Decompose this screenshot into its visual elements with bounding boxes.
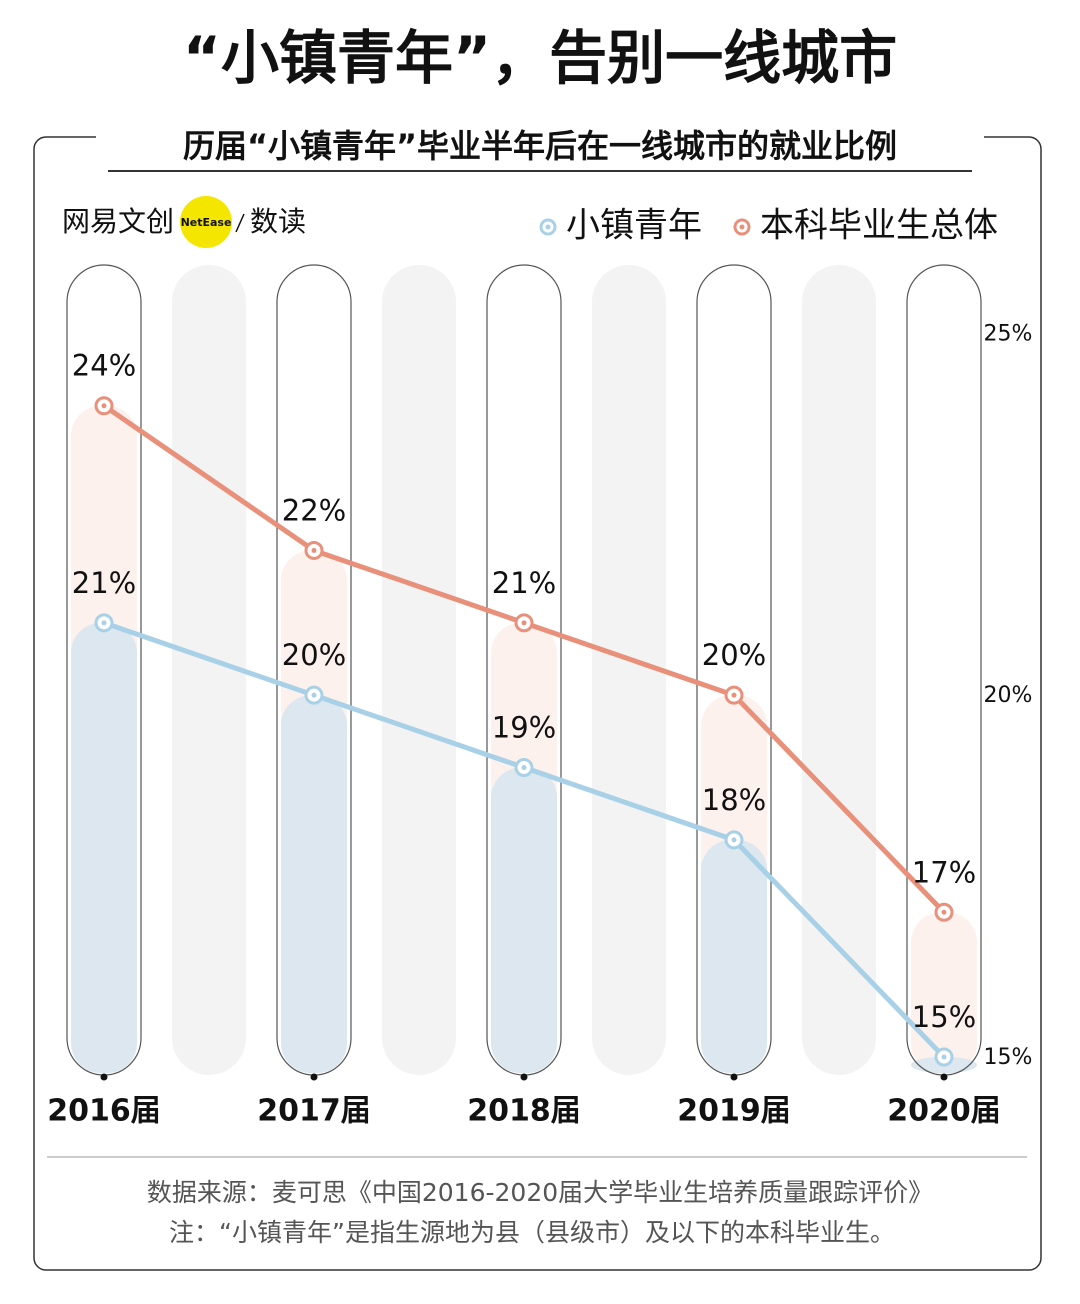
y-tick-label: 25% [984,321,1033,346]
x-tick-dot [940,1073,948,1081]
value-label: 17% [912,855,976,889]
y-tick-label: 20% [984,683,1033,708]
point-core [311,547,317,553]
range-fill [911,912,977,1073]
legend-marker-core [545,224,551,230]
value-label: 19% [492,711,556,745]
x-tick-dot [310,1073,318,1081]
point-core [311,692,317,698]
point-core [521,620,527,626]
value-label: 15% [912,1000,976,1034]
value-label: 22% [282,493,346,527]
y-tick-label: 15% [984,1045,1033,1070]
point-core [521,765,527,771]
x-tick-label: 2019届 [677,1094,791,1129]
point-core [941,909,947,915]
x-tick-label: 2020届 [887,1094,1001,1129]
value-label: 18% [702,783,766,817]
bg-capsule [592,265,666,1075]
point-core [731,837,737,843]
point-core [731,692,737,698]
value-fill [71,622,137,1073]
footnote: 注：“小镇青年”是指生源地为县（县级市）及以下的本科毕业生。 [169,1218,895,1247]
subtitle-bg [96,125,984,169]
brand-name: 网易文创 [62,205,174,238]
value-label: 20% [282,638,346,672]
value-label: 21% [72,566,136,600]
brand-slash [235,213,245,233]
value-fill [491,767,557,1073]
x-tick-label: 2017届 [257,1094,371,1129]
source-note: 数据来源：麦可思《中国2016-2020届大学毕业生培养质量跟踪评价》 [147,1178,933,1207]
point-core [101,620,107,626]
brand-en: NetEase [181,216,232,229]
chart-subtitle: 历届“小镇青年”毕业半年后在一线城市的就业比例 [183,127,897,165]
brand-dot [180,196,232,248]
legend-label: 本科毕业生总体 [760,206,998,246]
bg-capsule [382,265,456,1075]
legend-marker-core [739,224,745,230]
x-tick-label: 2016届 [47,1094,161,1129]
x-tick-dot [100,1073,108,1081]
point-core [941,1054,947,1060]
x-tick-dot [520,1073,528,1081]
value-fill [281,695,347,1073]
point-core [101,403,107,409]
value-fill [701,839,767,1073]
chart-title: “小镇青年”，告别一线城市 [183,24,897,92]
value-label: 20% [702,638,766,672]
value-label: 21% [492,566,556,600]
bg-capsule [802,265,876,1075]
legend-label: 小镇青年 [566,206,702,246]
value-label: 24% [72,349,136,383]
x-tick-dot [730,1073,738,1081]
x-tick-label: 2018届 [467,1094,581,1129]
brand-sub: 数读 [250,205,306,238]
